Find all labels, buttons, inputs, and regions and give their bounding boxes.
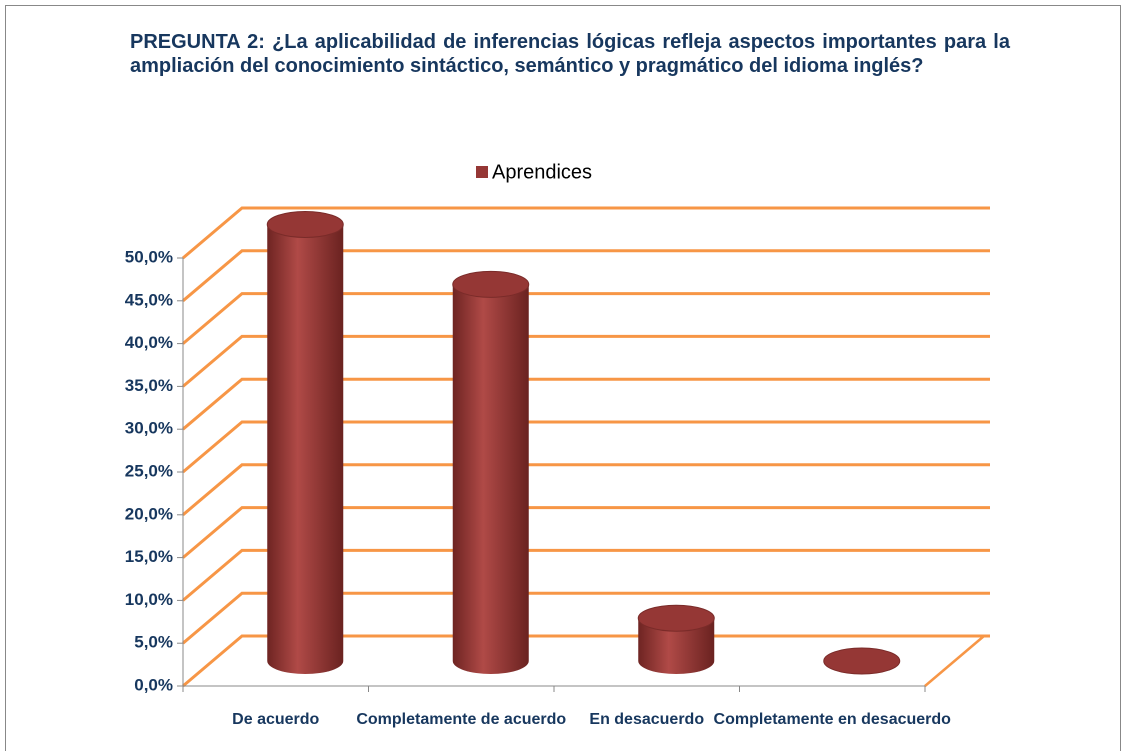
x-tick-label: Completamente en desacuerdo	[714, 711, 952, 728]
bar	[452, 270, 530, 675]
legend-swatch	[476, 166, 488, 178]
grid-line	[182, 206, 990, 260]
grid-line	[182, 377, 990, 431]
cylinder-top	[452, 270, 530, 298]
x-tick-label: De acuerdo	[232, 711, 319, 728]
grid-line	[182, 292, 990, 345]
grid-line	[182, 420, 990, 474]
y-tick-label: 40,0%	[125, 333, 173, 352]
y-tick-label: 20,0%	[125, 504, 173, 523]
y-tick-label: 0,0%	[134, 675, 173, 694]
y-tick-label: 15,0%	[125, 547, 173, 566]
y-tick-label: 50,0%	[125, 247, 173, 266]
cylinder-body	[452, 284, 529, 675]
bar	[637, 604, 715, 675]
y-tick-label: 30,0%	[125, 419, 173, 438]
y-tick-label: 35,0%	[125, 376, 173, 395]
bar	[266, 210, 344, 675]
grid-line	[182, 463, 990, 516]
cylinder-body	[638, 618, 715, 675]
grid-line	[182, 334, 990, 388]
chart-title: PREGUNTA 2: ¿La aplicabilidad de inferen…	[130, 31, 1010, 77]
grid-line	[182, 506, 990, 559]
y-tick-label: 25,0%	[125, 461, 173, 480]
cylinder-top	[266, 210, 344, 238]
legend-label: Aprendices	[492, 161, 592, 183]
floor-edge	[924, 635, 985, 687]
cylinder-top	[637, 604, 715, 632]
grid-line	[182, 249, 990, 302]
x-tick-label: Completamente de acuerdo	[356, 711, 566, 728]
bar	[823, 647, 901, 675]
y-tick-label: 5,0%	[134, 633, 173, 652]
chart-frame	[5, 5, 1121, 751]
x-tick-label: En desacuerdo	[589, 711, 704, 728]
cylinder-top	[823, 647, 901, 675]
grid-line	[182, 591, 990, 645]
grid-line	[182, 548, 990, 602]
grid-line	[182, 634, 990, 688]
y-tick-label: 45,0%	[125, 290, 173, 309]
y-tick-label: 10,0%	[125, 590, 173, 609]
cylinder-body	[267, 224, 344, 675]
